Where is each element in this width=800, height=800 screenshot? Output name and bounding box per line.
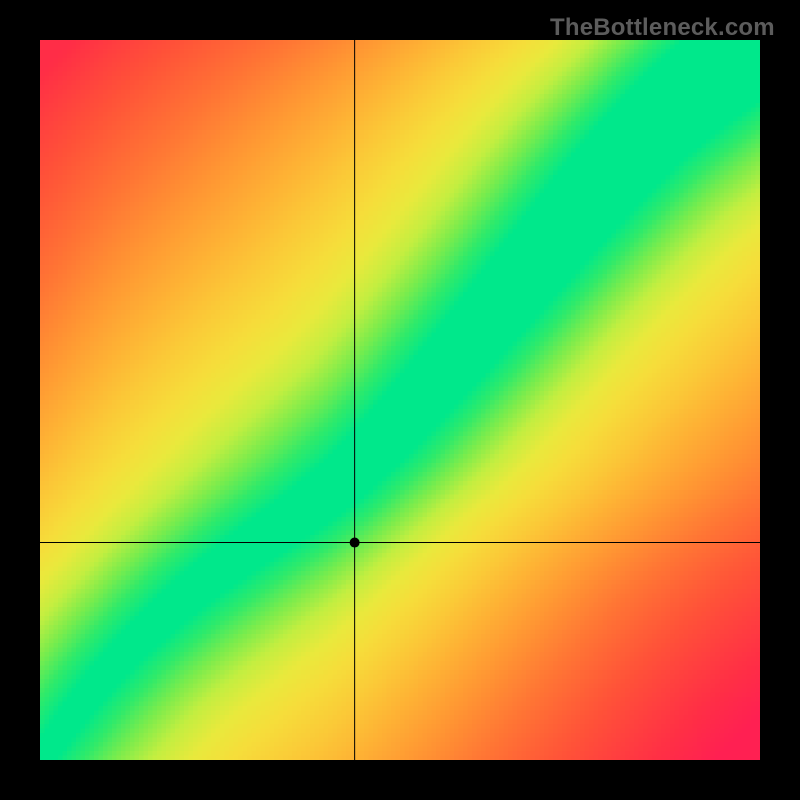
bottleneck-heatmap (40, 40, 760, 760)
chart-container: TheBottleneck.com (0, 0, 800, 800)
watermark-label: TheBottleneck.com (550, 14, 775, 42)
